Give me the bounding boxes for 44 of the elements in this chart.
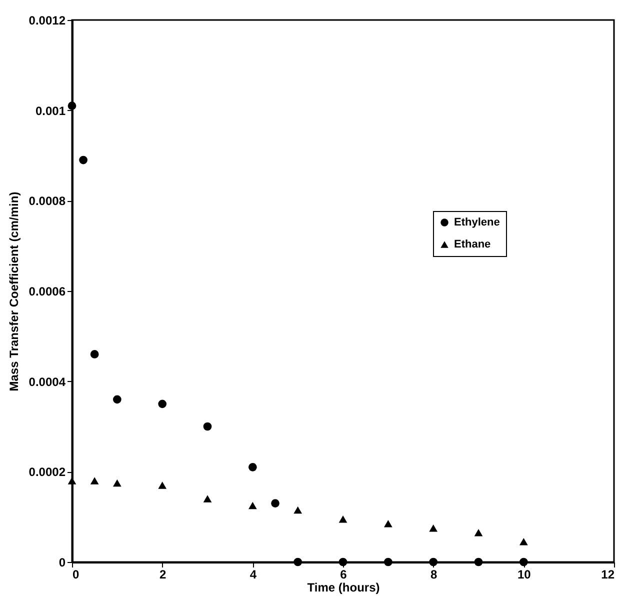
y-tick-label: 0.0004 (28, 374, 66, 389)
point (68, 477, 76, 484)
point (519, 558, 528, 566)
legend-label: Ethylene (454, 216, 500, 228)
y-axis-title: Mass Transfer Coefficient (cm/min) (6, 192, 21, 392)
point (248, 502, 257, 510)
point (90, 350, 99, 358)
point (112, 395, 122, 404)
x-tick-label: 4 (250, 568, 257, 582)
x-tick-label: 6 (340, 568, 348, 582)
point (338, 558, 348, 566)
point (203, 422, 212, 431)
point (68, 102, 76, 110)
point (474, 558, 483, 566)
point (90, 477, 99, 484)
point (519, 538, 528, 546)
point (429, 558, 438, 566)
legend-label: Ethane (454, 238, 491, 250)
x-axis-title: Time (hours) (307, 580, 380, 594)
x-tick-label: 12 (601, 568, 615, 582)
point (294, 506, 302, 514)
point (384, 520, 392, 528)
y-tick-label: 0.0002 (28, 465, 66, 480)
point (429, 524, 438, 532)
point (271, 499, 280, 508)
x-tick-label: 2 (159, 568, 166, 582)
point (203, 495, 212, 502)
y-tick-label: 0.001 (35, 104, 66, 118)
point (294, 558, 302, 566)
x-tick-label: 0 (72, 568, 80, 582)
y-tick-label: 0.0006 (28, 284, 66, 298)
point (474, 529, 483, 536)
point (79, 156, 88, 164)
point (112, 479, 122, 487)
y-tick-label: 0 (58, 556, 66, 570)
x-tick-label: 8 (430, 568, 438, 582)
point (158, 482, 167, 489)
point (338, 515, 348, 523)
point (158, 400, 167, 408)
y-tick-label: 0.0012 (28, 14, 66, 28)
y-tick-label: 0.0008 (28, 194, 66, 208)
x-tick-label: 10 (517, 568, 532, 582)
point (384, 558, 392, 566)
point (248, 462, 257, 472)
